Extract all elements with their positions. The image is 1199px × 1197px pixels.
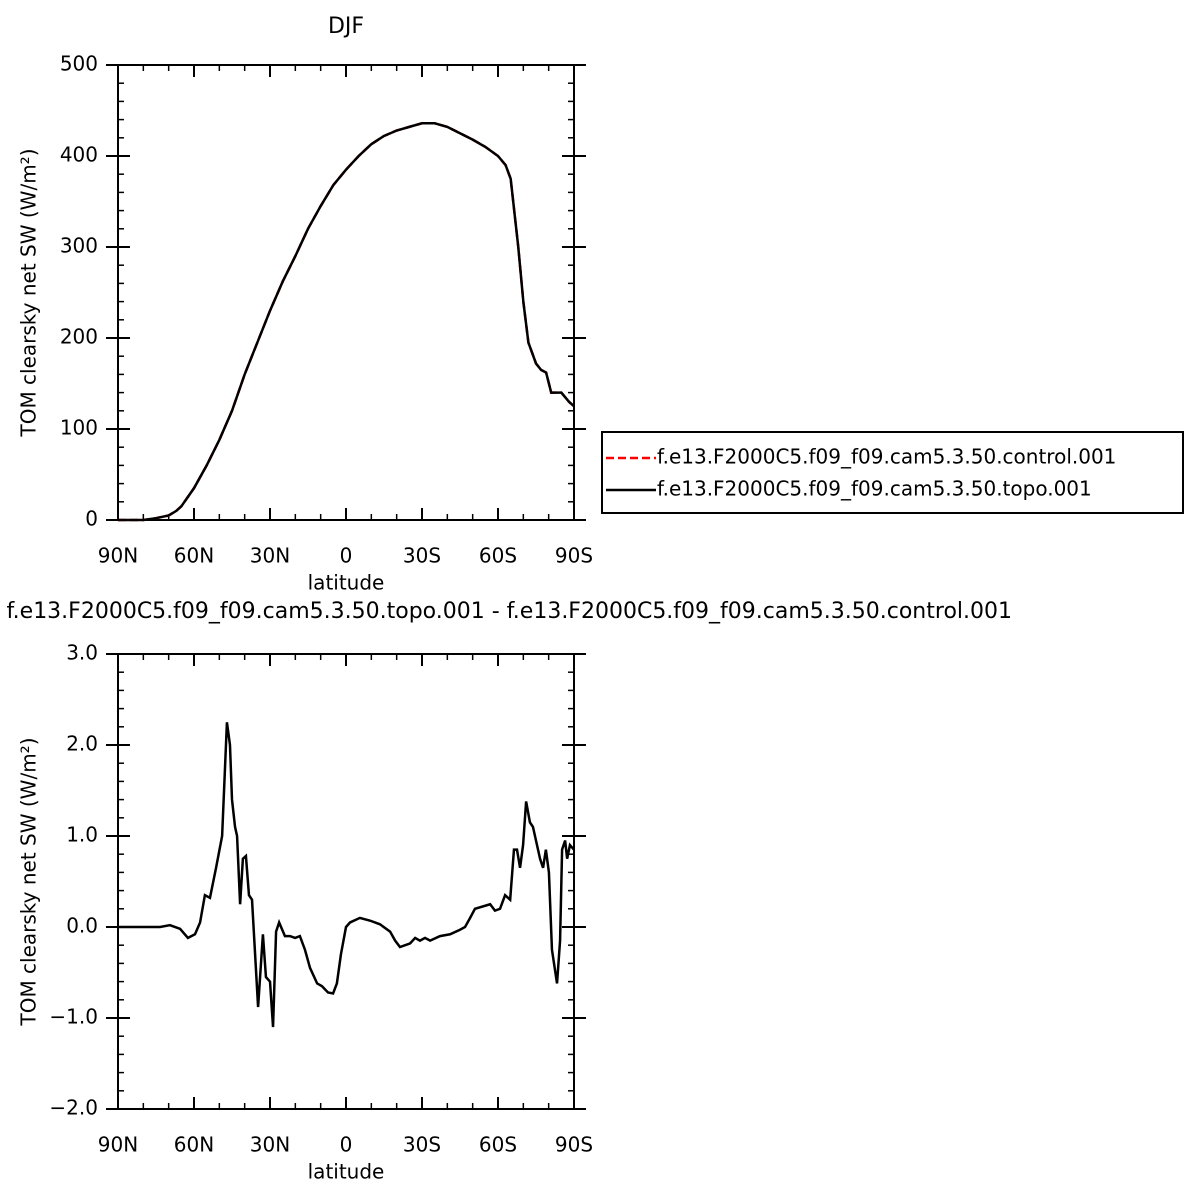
legend-label: f.e13.F2000C5.f09_f09.cam5.3.50.topo.001 <box>657 477 1092 501</box>
x-tick-label: 30N <box>250 544 290 568</box>
x-tick-label: 60S <box>479 544 517 568</box>
x-axis-label: latitude <box>308 1160 385 1184</box>
x-tick-label: 60N <box>174 544 214 568</box>
x-tick-label: 30S <box>403 1133 441 1157</box>
x-tick-label: 90S <box>555 544 593 568</box>
chart-title: f.e13.F2000C5.f09_f09.cam5.3.50.topo.001… <box>7 599 1012 624</box>
x-tick-label: 60S <box>479 1133 517 1157</box>
x-tick-label: 90N <box>98 1133 138 1157</box>
y-tick-label: 200 <box>60 325 98 349</box>
y-tick-label: 0 <box>85 507 98 531</box>
y-tick-label: 300 <box>60 234 98 258</box>
legend-box <box>601 431 1184 514</box>
data-line <box>118 722 575 1028</box>
y-tick-label: 500 <box>60 52 98 76</box>
data-line <box>118 121 575 522</box>
legend-label: f.e13.F2000C5.f09_f09.cam5.3.50.control.… <box>657 445 1116 469</box>
y-tick-label: 1.0 <box>66 823 98 847</box>
y-tick-label: −2.0 <box>49 1096 98 1120</box>
chart-title: DJF <box>328 14 364 39</box>
data-line <box>118 121 575 522</box>
x-tick-label: 30S <box>403 544 441 568</box>
y-tick-label: 2.0 <box>66 732 98 756</box>
y-axis-label: TOM clearsky net SW (W/m²) <box>17 737 41 1026</box>
y-tick-label: 100 <box>60 416 98 440</box>
x-tick-label: 90S <box>555 1133 593 1157</box>
x-tick-label: 0 <box>340 544 353 568</box>
plot-frame <box>117 653 575 1110</box>
y-tick-label: 3.0 <box>66 641 98 665</box>
y-axis-label: TOM clearsky net SW (W/m²) <box>17 148 41 437</box>
y-tick-label: 0.0 <box>66 914 98 938</box>
y-tick-label: −1.0 <box>49 1005 98 1029</box>
y-tick-label: 400 <box>60 143 98 167</box>
x-tick-label: 60N <box>174 1133 214 1157</box>
x-tick-label: 90N <box>98 544 138 568</box>
plot-frame <box>117 64 575 521</box>
x-tick-label: 30N <box>250 1133 290 1157</box>
x-axis-label: latitude <box>308 571 385 595</box>
x-tick-label: 0 <box>340 1133 353 1157</box>
